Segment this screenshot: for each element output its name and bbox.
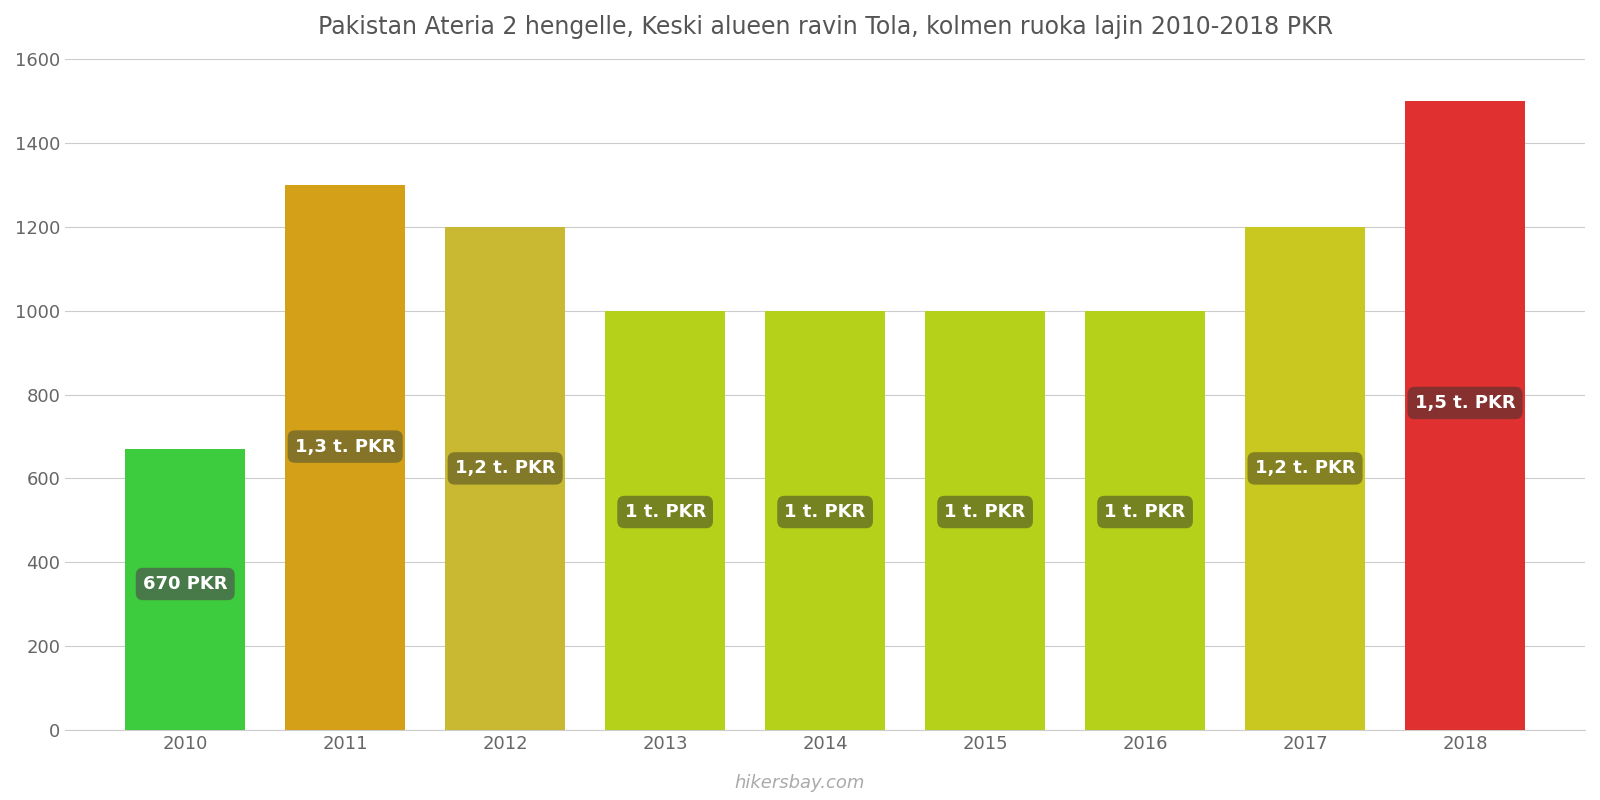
Bar [125,449,245,730]
Bar [925,310,1045,730]
Text: 1 t. PKR: 1 t. PKR [624,503,706,521]
Bar [445,226,565,730]
Bar [1405,101,1525,730]
Text: 1 t. PKR: 1 t. PKR [784,503,866,521]
Bar [1245,226,1365,730]
Text: 1 t. PKR: 1 t. PKR [1104,503,1186,521]
Text: 1 t. PKR: 1 t. PKR [944,503,1026,521]
Text: hikersbay.com: hikersbay.com [734,774,866,792]
Bar [605,310,725,730]
Bar [285,185,405,730]
Bar [1085,310,1205,730]
Title: Pakistan Ateria 2 hengelle, Keski alueen ravin Tola, kolmen ruoka lajin 2010-201: Pakistan Ateria 2 hengelle, Keski alueen… [317,15,1333,39]
Bar [765,310,885,730]
Text: 1,5 t. PKR: 1,5 t. PKR [1414,394,1515,412]
Text: 670 PKR: 670 PKR [142,575,227,593]
Text: 1,2 t. PKR: 1,2 t. PKR [454,459,555,478]
Text: 1,3 t. PKR: 1,3 t. PKR [294,438,395,455]
Text: 1,2 t. PKR: 1,2 t. PKR [1254,459,1355,478]
